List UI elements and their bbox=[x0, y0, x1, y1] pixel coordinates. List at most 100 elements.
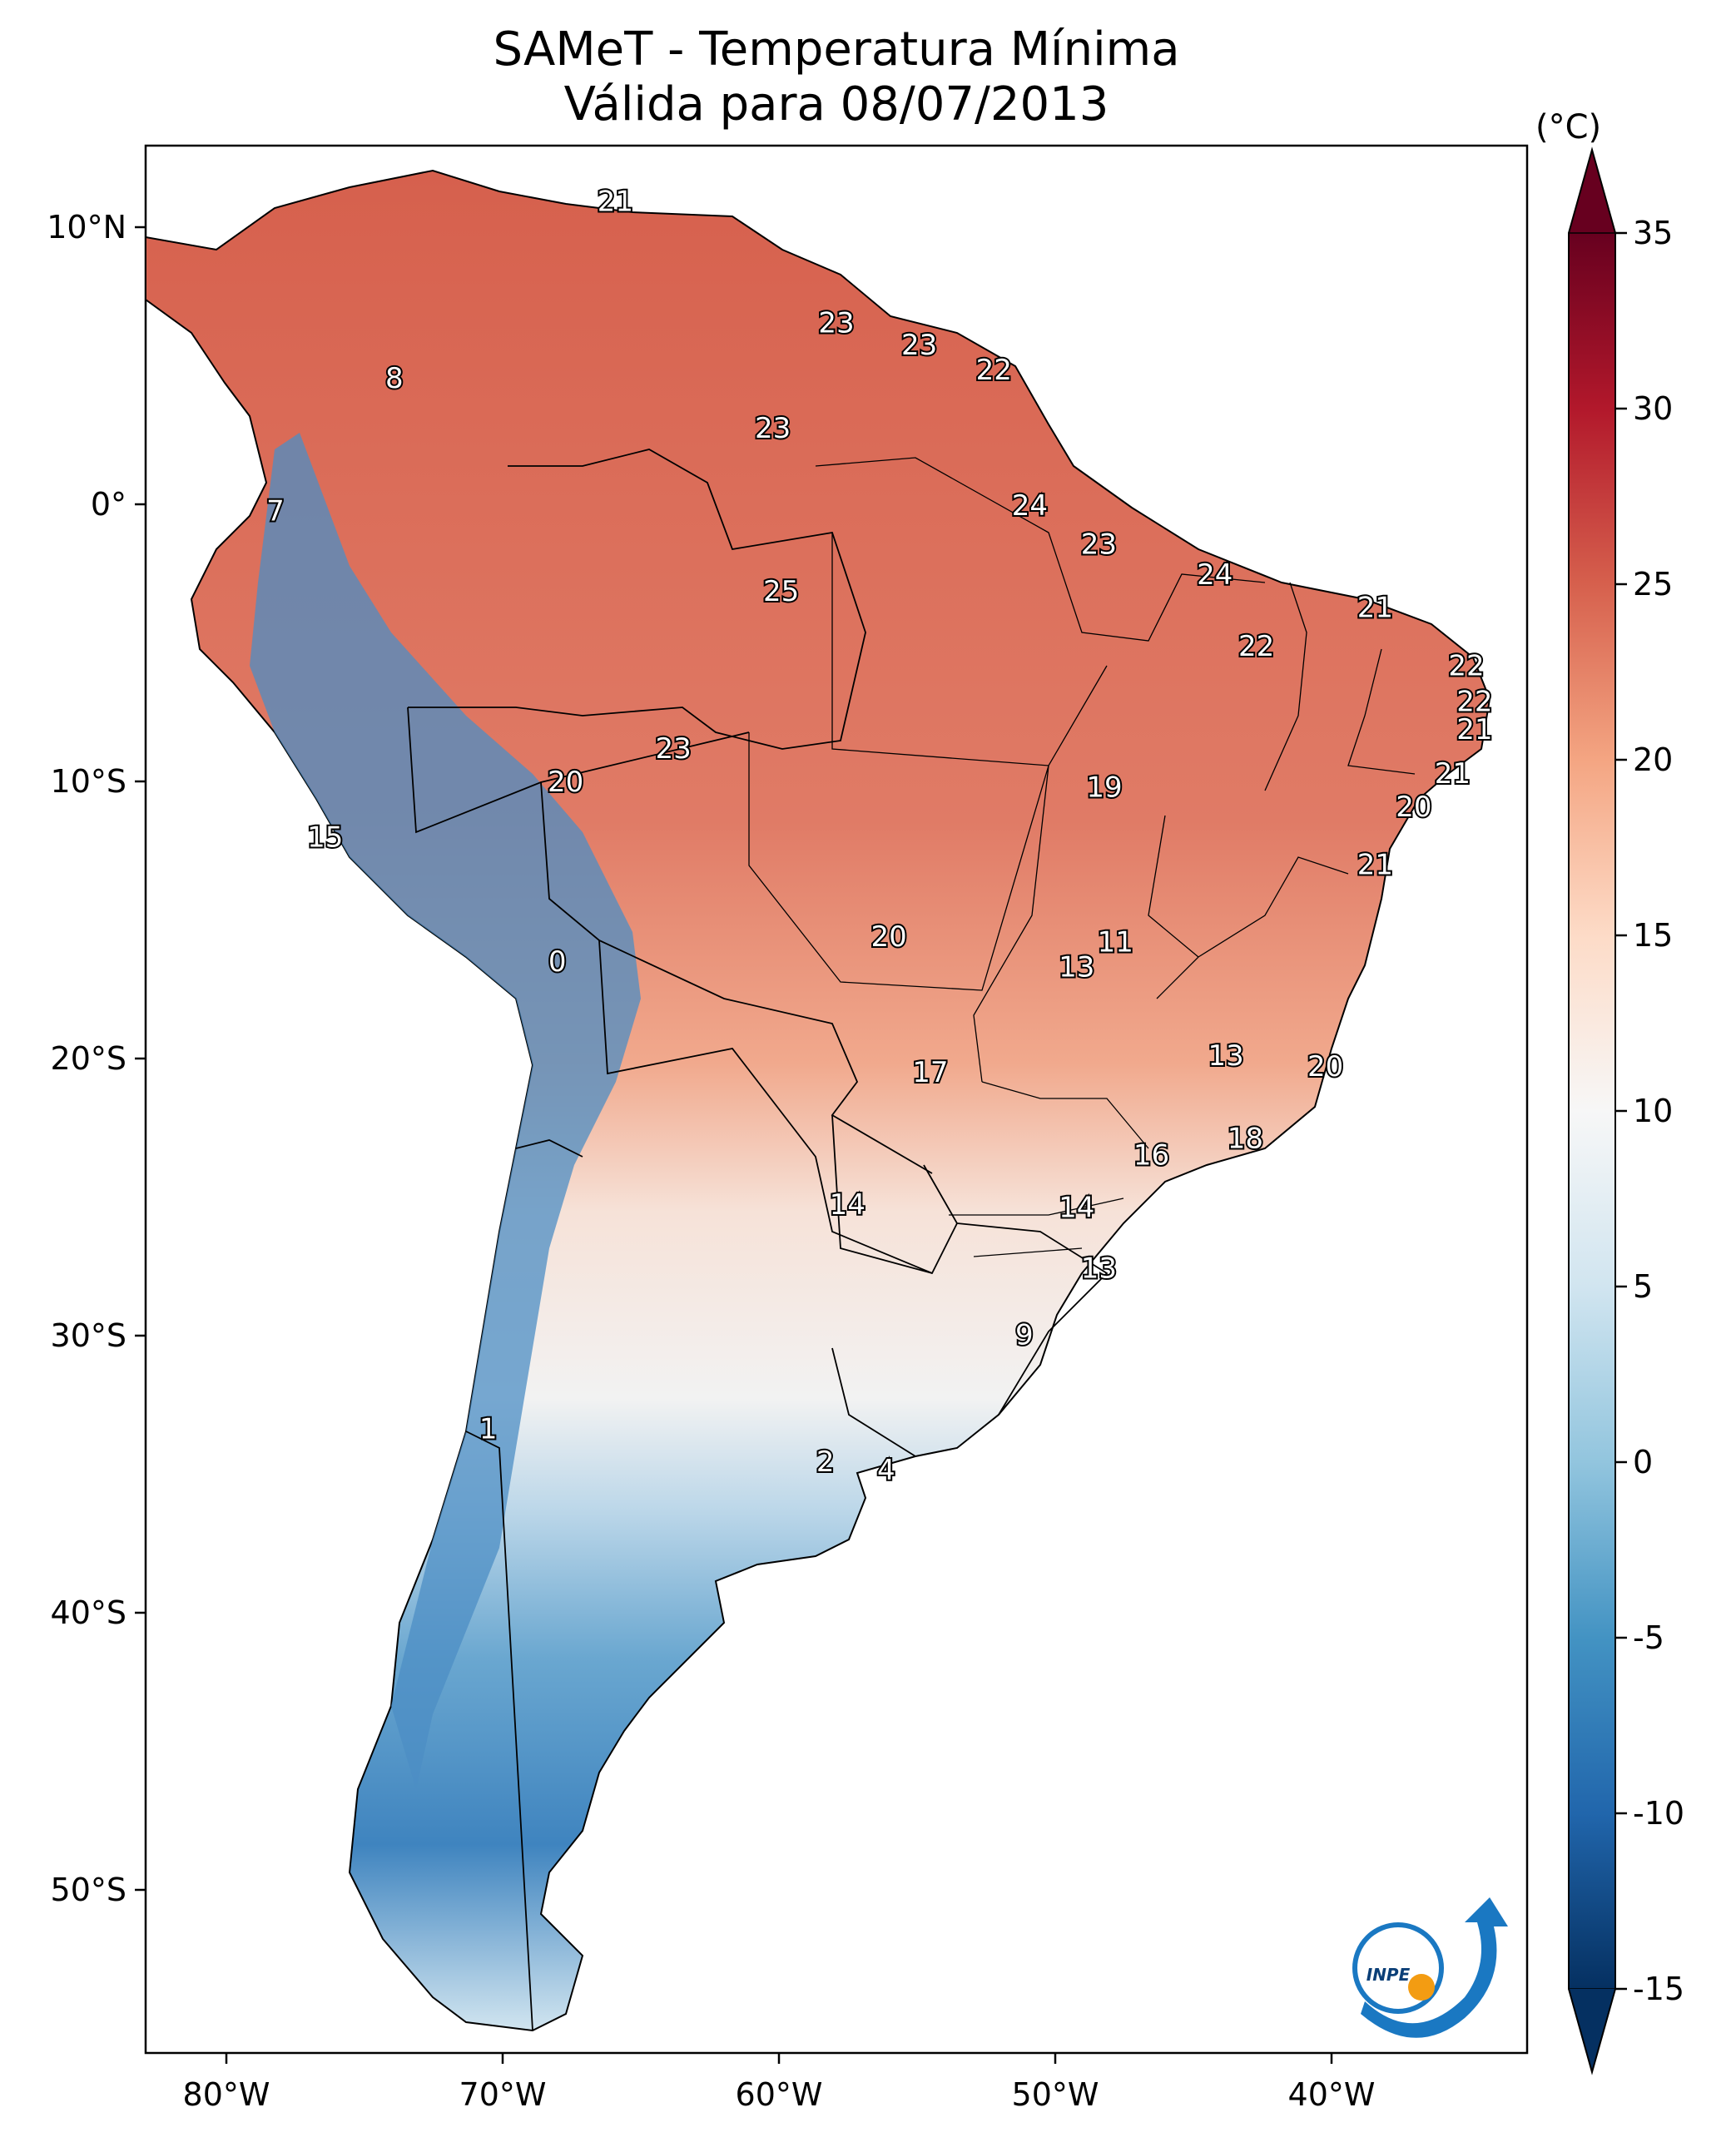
station-temp-label: 21 bbox=[1456, 713, 1492, 746]
lon-tick-label: 70°W bbox=[459, 2076, 547, 2113]
border-line bbox=[408, 449, 866, 750]
border-line bbox=[1264, 582, 1307, 791]
lat-tick-label: 40°S bbox=[51, 1594, 126, 1631]
station-temp-label: 13 bbox=[1208, 1039, 1243, 1073]
lat-tick-label: 0° bbox=[91, 486, 126, 523]
border-line bbox=[831, 1347, 916, 1457]
station-temp-label: 24 bbox=[1012, 489, 1048, 523]
station-temp-label: 23 bbox=[755, 412, 791, 445]
station-temp-label: 15 bbox=[307, 821, 343, 854]
colorbar-tick-label: 35 bbox=[1633, 215, 1673, 251]
station-temp-label: 23 bbox=[655, 732, 691, 766]
station-temp-label: 7 bbox=[266, 495, 285, 528]
border-line bbox=[815, 457, 1266, 642]
lon-tick-label: 50°W bbox=[1012, 2076, 1099, 2113]
colorbar-tick-label: -5 bbox=[1633, 1619, 1664, 1656]
map-subtitle: Válida para 08/07/2013 bbox=[563, 77, 1109, 131]
colorbar-upper-extend bbox=[1569, 150, 1615, 233]
station-temp-label: 16 bbox=[1133, 1138, 1169, 1172]
lat-tick-labels: 10°N 0° 10°S 20°S 30°S 40°S 50°S bbox=[47, 209, 126, 1908]
axis-ticks bbox=[135, 226, 1333, 2064]
station-temp-label: 13 bbox=[1059, 951, 1094, 984]
colorbar-tick-label: 10 bbox=[1633, 1093, 1673, 1129]
station-temp-label: 1 bbox=[479, 1412, 498, 1445]
logo-dot bbox=[1408, 1974, 1435, 2001]
station-temp-label: 0 bbox=[548, 945, 567, 979]
station-temp-label: 23 bbox=[818, 307, 854, 340]
colorbar-ticks: 35 30 25 20 15 10 5 0 -5 -10 -15 bbox=[1615, 215, 1684, 2007]
colorbar-tick-label: -10 bbox=[1633, 1795, 1684, 1832]
border-line bbox=[515, 1139, 583, 1158]
lon-tick-labels: 80°W 70°W 60°W 50°W 40°W bbox=[183, 2076, 1376, 2113]
border-line bbox=[748, 732, 1049, 991]
border-line bbox=[973, 765, 1049, 1083]
station-temp-label: 22 bbox=[1238, 630, 1274, 663]
station-temp-label: 9 bbox=[1015, 1318, 1034, 1351]
lat-tick-label: 10°S bbox=[51, 763, 126, 800]
border-line bbox=[465, 1431, 533, 2031]
lat-tick-label: 30°S bbox=[51, 1317, 126, 1354]
border-line bbox=[407, 707, 750, 834]
station-temp-label: 19 bbox=[1086, 771, 1122, 805]
station-temp-label: 21 bbox=[1357, 849, 1393, 882]
border-line bbox=[1148, 815, 1199, 958]
lat-tick-label: 50°S bbox=[51, 1872, 126, 1908]
station-temp-label: 4 bbox=[877, 1454, 895, 1487]
station-temp-label: 17 bbox=[912, 1056, 948, 1089]
border-line bbox=[956, 1222, 1109, 1416]
station-temp-label: 20 bbox=[870, 920, 906, 954]
station-temp-label: 14 bbox=[1059, 1192, 1094, 1225]
station-temp-label: 22 bbox=[976, 354, 1012, 387]
border-line bbox=[973, 1247, 1083, 1257]
border-line bbox=[949, 1197, 1124, 1216]
colorbar-tick-label: 30 bbox=[1633, 390, 1673, 427]
station-temp-label: 20 bbox=[1396, 791, 1431, 824]
lat-tick-label: 10°N bbox=[47, 209, 126, 245]
lon-tick-label: 60°W bbox=[736, 2076, 823, 2113]
colorbar-tick-label: 20 bbox=[1633, 741, 1673, 778]
border-line bbox=[1156, 856, 1349, 999]
colorbar-tick-label: -15 bbox=[1633, 1971, 1684, 2007]
station-temp-label: 21 bbox=[1357, 592, 1393, 625]
state-borders bbox=[748, 457, 1416, 1257]
station-temp-label: 13 bbox=[1081, 1252, 1117, 1286]
station-temp-label: 25 bbox=[763, 575, 799, 608]
station-temp-label: 23 bbox=[1081, 528, 1117, 561]
lon-tick-label: 80°W bbox=[183, 2076, 270, 2113]
station-temp-label: 21 bbox=[598, 185, 633, 218]
station-temp-label: 2 bbox=[816, 1445, 835, 1479]
colorbar-tick-label: 25 bbox=[1633, 566, 1673, 602]
logo-ring bbox=[1352, 1922, 1444, 2014]
station-temp-label: 23 bbox=[901, 329, 937, 362]
station-temp-label: 20 bbox=[548, 766, 583, 799]
colorbar-tick-label: 0 bbox=[1633, 1444, 1653, 1480]
inpe-logo: INPE bbox=[1352, 1897, 1508, 2038]
station-temp-label: 11 bbox=[1098, 926, 1133, 959]
logo-arrow bbox=[1361, 1897, 1508, 2038]
border-line bbox=[1347, 648, 1416, 775]
colorbar-body bbox=[1568, 232, 1616, 1990]
border-line bbox=[540, 781, 933, 1174]
station-temp-label: 24 bbox=[1197, 558, 1233, 592]
lat-tick-label: 20°S bbox=[51, 1040, 126, 1077]
station-temp-label: 22 bbox=[1456, 686, 1492, 719]
lon-tick-label: 40°W bbox=[1288, 2076, 1376, 2113]
country-borders bbox=[407, 449, 1109, 2031]
station-temp-label: 8 bbox=[385, 362, 404, 395]
colorbar-unit-label: (°C) bbox=[1535, 108, 1602, 146]
station-temp-label: 20 bbox=[1307, 1050, 1343, 1083]
station-temp-label: 22 bbox=[1448, 650, 1484, 683]
station-temp-label: 14 bbox=[830, 1188, 866, 1222]
colorbar-tick-label: 5 bbox=[1633, 1268, 1653, 1305]
map-title: SAMeT - Temperatura Mínima bbox=[493, 22, 1180, 77]
colorbar-tick-label: 15 bbox=[1633, 917, 1673, 954]
colorbar: 35 30 25 20 15 10 5 0 -5 -10 -15 bbox=[1568, 146, 1684, 2075]
station-temp-label: 21 bbox=[1435, 757, 1471, 791]
colorbar-lower-extend bbox=[1569, 1989, 1615, 2072]
andes-cold-band bbox=[250, 433, 641, 1789]
station-temp-label: 18 bbox=[1228, 1123, 1263, 1156]
border-line bbox=[981, 1081, 1149, 1149]
logo-text: INPE bbox=[1366, 1965, 1411, 1985]
